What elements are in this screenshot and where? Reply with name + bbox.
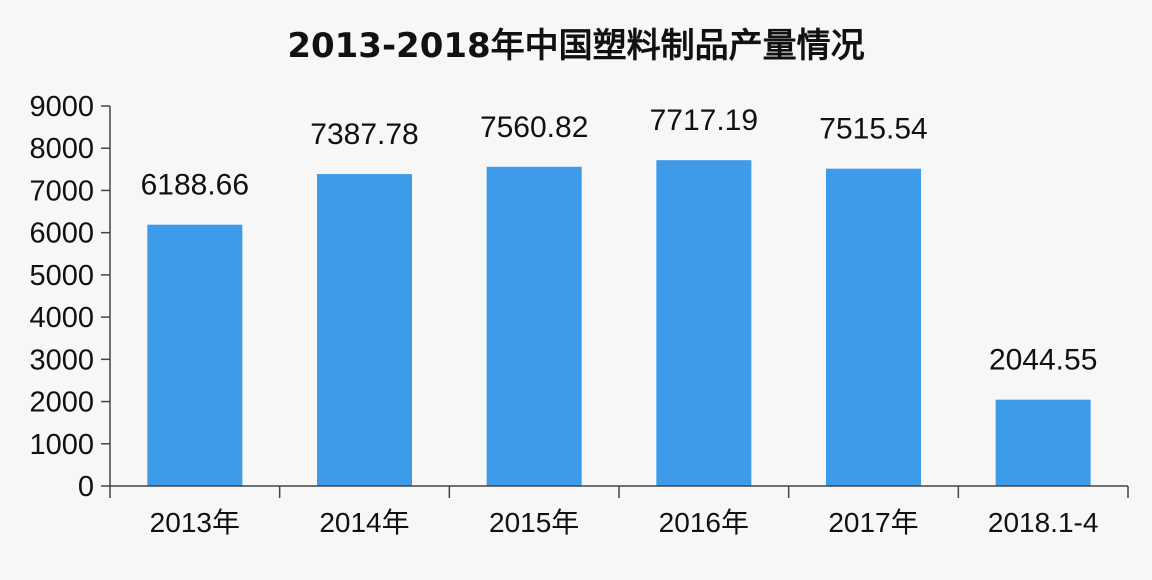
bar (486, 166, 582, 486)
y-tick-label: 4000 (29, 302, 94, 334)
y-tick-label: 8000 (29, 133, 94, 165)
bar (826, 168, 921, 487)
y-tick-label: 6000 (29, 218, 94, 250)
data-label: 6188.66 (141, 169, 249, 202)
x-tick-label: 2018.1-4 (988, 507, 1099, 538)
y-tick-label: 1000 (29, 429, 94, 461)
bar (317, 174, 412, 486)
y-tick-label: 7000 (29, 175, 94, 207)
y-tick-label: 9000 (29, 91, 94, 123)
data-label: 2044.55 (989, 344, 1097, 377)
x-tick-label: 2014年 (319, 507, 409, 538)
y-tick-label: 2000 (29, 387, 94, 419)
data-label: 7387.78 (310, 118, 418, 151)
bar (995, 399, 1091, 486)
x-tick-label: 2013年 (150, 507, 240, 538)
x-tick-label: 2016年 (659, 507, 749, 538)
y-tick-label: 3000 (29, 344, 94, 376)
x-tick-label: 2015年 (489, 507, 579, 538)
data-label: 7717.19 (650, 104, 758, 137)
x-tick-label: 2017年 (828, 507, 918, 538)
chart-title: 2013-2018年中国塑料制品产量情况 (287, 26, 865, 66)
data-label: 7515.54 (819, 113, 927, 146)
y-tick-label: 0 (78, 471, 94, 503)
bar (147, 224, 243, 486)
data-label: 7560.82 (480, 111, 588, 144)
bar (656, 160, 752, 486)
y-tick-label: 5000 (29, 260, 94, 292)
